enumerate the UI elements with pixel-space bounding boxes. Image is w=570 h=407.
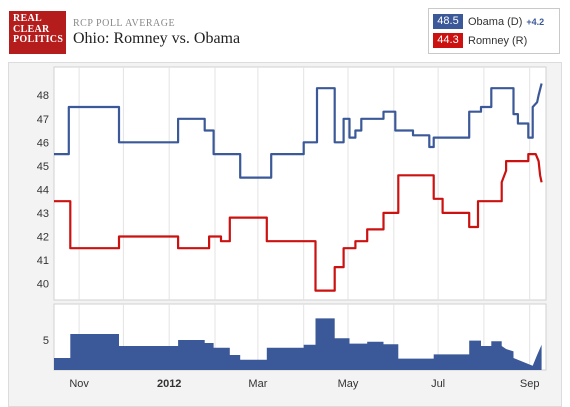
x-tick-mar: Mar [248, 378, 267, 390]
x-tick-2012: 2012 [157, 378, 181, 390]
x-tick-nov: Nov [69, 378, 89, 390]
series-area-spread [54, 318, 542, 370]
y-tick-48: 48 [37, 90, 49, 102]
legend-item-obama[interactable]: 48.5 Obama (D) +4.2 [433, 14, 544, 29]
chart-kicker: RCP POLL AVERAGE [73, 18, 176, 29]
main-plot-area [53, 66, 547, 301]
x-tick-jul: Jul [431, 378, 445, 390]
legend-value-obama: 48.5 [433, 14, 463, 29]
legend-label-obama: Obama (D) [468, 15, 523, 28]
x-tick-may: May [338, 378, 359, 390]
y-tick-43: 43 [37, 208, 49, 220]
legend-item-romney[interactable]: 44.3 Romney (R) [433, 33, 527, 48]
logo-line-3: POLITICS [13, 34, 64, 45]
legend: 48.5 Obama (D) +4.2 44.3 Romney (R) [428, 8, 560, 54]
legend-change-obama: +4.2 [526, 16, 545, 27]
series-line-romney [54, 153, 543, 292]
logo-line-2: CLEAR [13, 23, 50, 35]
series-line-obama [54, 83, 543, 179]
logo-line-1: REAL [13, 13, 42, 24]
y-tick-47: 47 [37, 114, 49, 126]
legend-label-romney: Romney (R) [468, 34, 528, 47]
y-tick-42: 42 [37, 232, 49, 244]
chart-frame: 40 41 42 43 44 45 46 47 48 5 Nov 2012 Mar May Jul Sep [8, 62, 562, 407]
y-tick-45: 45 [37, 161, 49, 173]
chart-title: Ohio: Romney vs. Obama [73, 30, 241, 47]
y-tick-46: 46 [37, 137, 49, 149]
y-tick-40: 40 [37, 279, 49, 291]
x-tick-sep: Sep [520, 378, 540, 390]
chart-svg: 40 41 42 43 44 45 46 47 48 5 Nov 2012 Mar May Jul Sep [37, 66, 547, 390]
legend-value-romney: 44.3 [433, 33, 463, 48]
spread-y-tick-5: 5 [43, 335, 49, 347]
y-tick-44: 44 [37, 184, 49, 196]
y-tick-41: 41 [37, 255, 49, 267]
rcp-logo[interactable]: REAL CLEAR POLITICS [9, 11, 66, 54]
